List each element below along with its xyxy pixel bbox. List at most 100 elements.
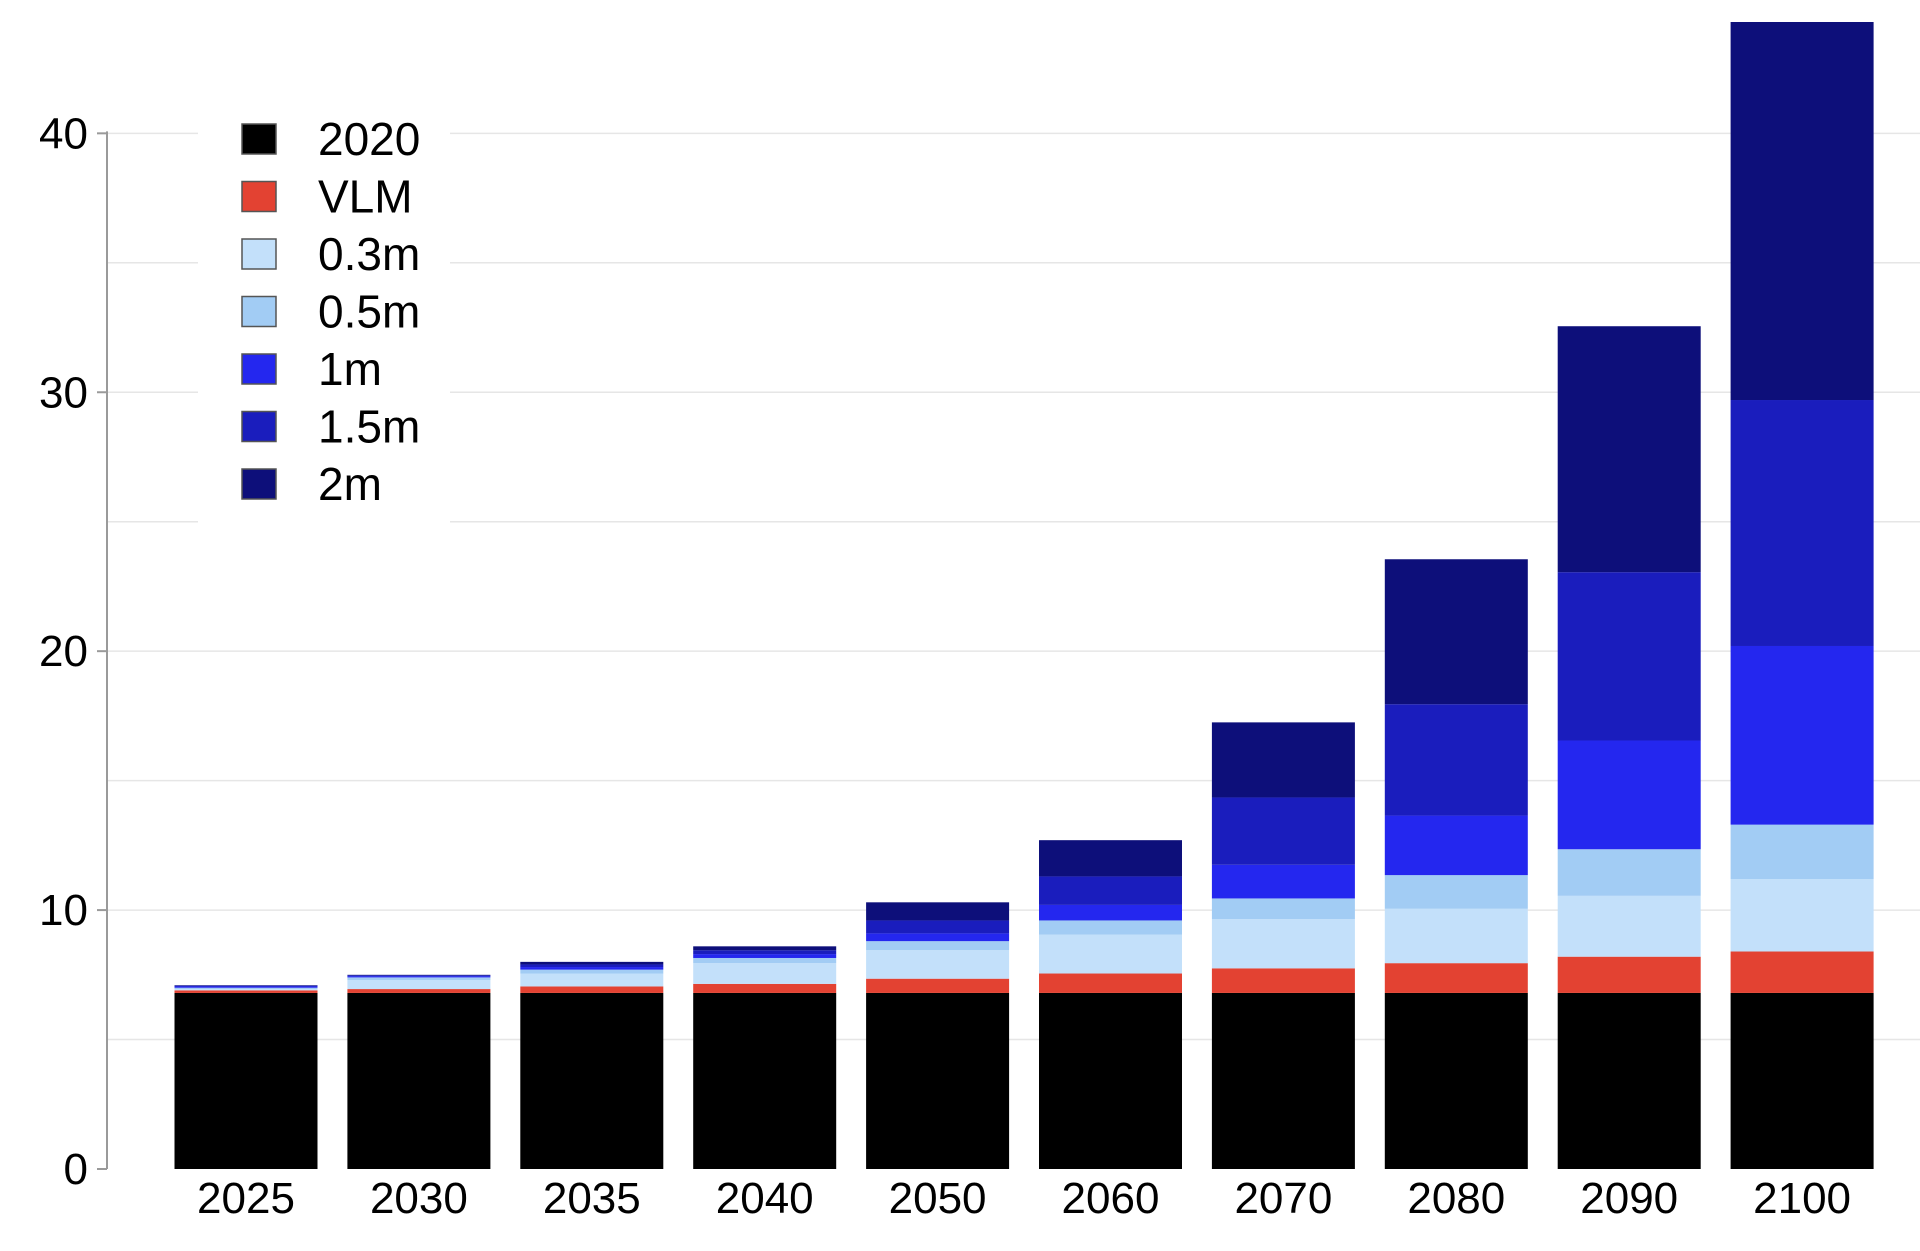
x-tick-label: 2040 [716, 1174, 814, 1223]
legend-label: 2020 [318, 113, 420, 165]
bar-segment [347, 979, 491, 990]
x-tick-label: 2050 [889, 1174, 987, 1223]
bar-segment [1211, 898, 1355, 920]
bar-segment [1384, 815, 1528, 876]
bar-stack-2100 [1730, 22, 1874, 1169]
bar-segment [174, 990, 318, 993]
bar-segment [693, 950, 837, 955]
x-axis-labels: 2025 2030 2035 2040 2050 2060 2070 2080 2090 2100 [197, 1174, 1851, 1223]
bar-segment [1557, 849, 1701, 896]
bar-segment [866, 920, 1010, 934]
x-tick-label: 2060 [1062, 1174, 1160, 1223]
bars [174, 22, 1874, 1169]
y-tick-label: 0 [64, 1145, 88, 1194]
legend-swatch [241, 123, 277, 155]
bar-stack-2030 [347, 974, 491, 1169]
bar-stack-2040 [693, 946, 837, 1169]
bar-segment [693, 954, 837, 958]
bar-segment [866, 941, 1010, 951]
bar-segment [866, 978, 1010, 993]
bar-segment [1557, 956, 1701, 993]
bar-segment [1730, 22, 1874, 401]
bar-segment [1211, 722, 1355, 798]
bar-stack-2070 [1211, 722, 1355, 1169]
bar-segment [1211, 864, 1355, 899]
bar-segment [347, 992, 491, 1169]
legend-label: 1.5m [318, 401, 420, 453]
x-tick-label: 2100 [1753, 1174, 1851, 1223]
bar-segment [1039, 992, 1182, 1169]
bar-segment [520, 973, 664, 987]
bar-segment [1384, 992, 1528, 1169]
bar-segment [174, 989, 318, 991]
bar-segment [1211, 992, 1355, 1169]
bar-segment [1384, 963, 1528, 993]
legend-swatch [241, 180, 277, 213]
bar-segment [1557, 326, 1701, 573]
legend-swatch [241, 238, 277, 270]
bar-stack-2050 [866, 902, 1010, 1169]
x-tick-label: 2035 [543, 1174, 641, 1223]
bar-stack-2080 [1384, 559, 1528, 1169]
bar-segment [1730, 992, 1874, 1169]
bar-segment [1384, 704, 1528, 816]
y-tick-label: 10 [39, 886, 88, 935]
x-tick-label: 2070 [1234, 1174, 1332, 1223]
bar-segment [520, 969, 664, 974]
bar-segment [174, 985, 318, 986]
legend-item: 0.3m [241, 228, 420, 280]
bar-segment [1730, 400, 1874, 646]
y-axis: 0 10 20 30 40 [39, 109, 108, 1194]
bar-segment [520, 992, 664, 1169]
bar-segment [1039, 840, 1182, 877]
legend-label: VLM [318, 171, 413, 223]
bar-segment [1211, 968, 1355, 993]
legend-swatch [241, 353, 277, 385]
bar-segment [1730, 824, 1874, 880]
legend-label: 1m [318, 343, 382, 395]
bar-segment [1211, 797, 1355, 865]
legend-label: 2m [318, 458, 382, 510]
bar-segment [347, 974, 491, 976]
bar-segment [1039, 920, 1182, 935]
bar-segment [1557, 992, 1701, 1169]
legend-swatch [241, 295, 277, 328]
legend-item: 2m [241, 458, 382, 510]
bar-segment [693, 992, 837, 1169]
bar-segment [693, 957, 837, 964]
x-tick-label: 2080 [1407, 1174, 1505, 1223]
legend-item: VLM [241, 171, 413, 223]
legend-label: 0.5m [318, 286, 420, 338]
bar-segment [866, 933, 1010, 942]
bar-segment [1730, 951, 1874, 993]
bar-segment [347, 977, 491, 980]
bar-segment [1557, 895, 1701, 957]
bar-stack-2025 [174, 985, 318, 1169]
bar-segment [1039, 876, 1182, 905]
y-tick-label: 20 [39, 627, 88, 676]
bar-stack-2060 [1039, 840, 1182, 1169]
legend-swatch [241, 410, 277, 443]
bar-segment [1039, 934, 1182, 974]
y-tick-label: 40 [39, 109, 88, 158]
bar-segment [347, 975, 491, 977]
bar-segment [1211, 919, 1355, 969]
legend-item: 1.5m [241, 401, 420, 453]
bar-segment [866, 902, 1010, 921]
x-tick-label: 2090 [1580, 1174, 1678, 1223]
legend-item: 0.5m [241, 286, 420, 338]
bar-stack-2090 [1557, 326, 1701, 1169]
bar-stack-2035 [520, 961, 664, 1169]
bar-segment [1039, 973, 1182, 993]
bar-segment [1384, 875, 1528, 909]
bar-segment [1557, 740, 1701, 850]
bar-segment [347, 989, 491, 993]
bar-segment [520, 964, 664, 968]
bar-segment [347, 976, 491, 978]
bar-segment [693, 963, 837, 984]
bar-segment [1384, 559, 1528, 705]
bar-segment [866, 992, 1010, 1169]
